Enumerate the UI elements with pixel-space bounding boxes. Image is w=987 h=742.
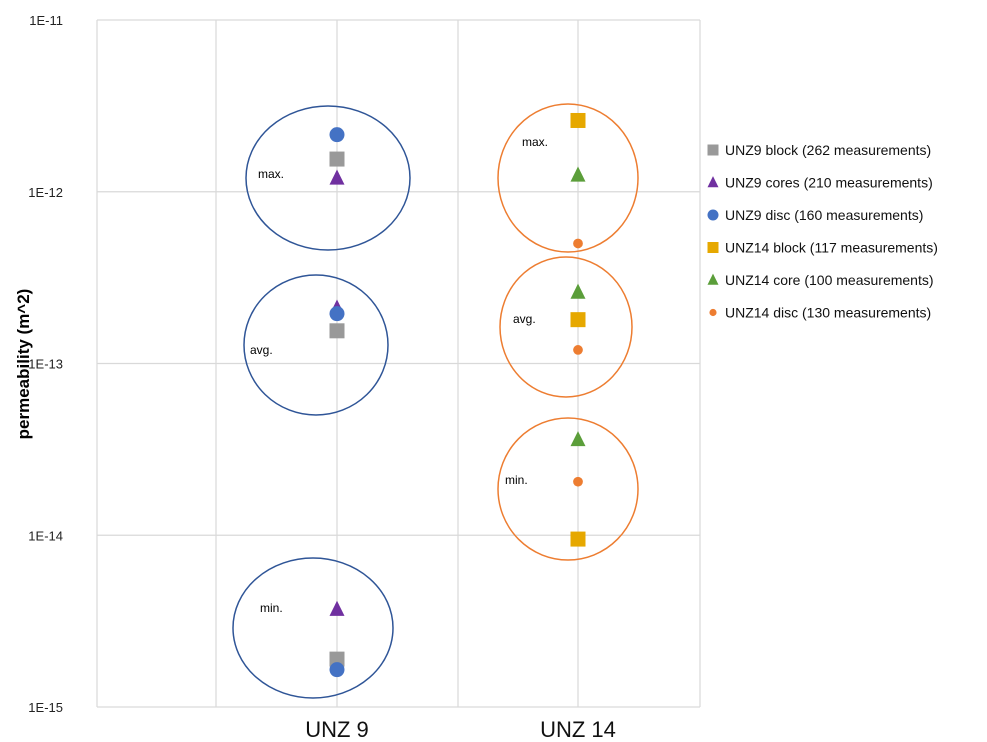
group-annotation: min.	[505, 473, 528, 487]
y-tick-label: 1E-12	[28, 185, 63, 200]
legend-label: UNZ9 cores (210 measurements)	[725, 175, 933, 191]
group-annotation: max.	[522, 135, 548, 149]
data-point	[329, 127, 345, 143]
group-annotation: avg.	[250, 343, 273, 357]
group-ellipse	[497, 103, 639, 253]
x-axis-categories: UNZ 9 UNZ 14	[305, 717, 616, 742]
data-point	[329, 662, 345, 678]
group-annotation: min.	[260, 601, 283, 615]
group-ellipse	[232, 557, 394, 699]
x-category-label: UNZ 9	[305, 717, 369, 742]
legend-marker	[707, 176, 719, 188]
data-point	[573, 476, 583, 487]
data-point	[570, 112, 586, 128]
group-annotation: avg.	[513, 312, 536, 326]
x-category-label: UNZ 14	[540, 717, 616, 742]
legend-label: UNZ14 disc (130 measurements)	[725, 305, 931, 321]
data-point	[570, 166, 586, 182]
gridlines	[96, 19, 701, 708]
legend-marker	[707, 242, 719, 253]
y-tick-label: 1E-11	[29, 13, 63, 28]
legend-marker	[707, 209, 719, 221]
legend-marker	[707, 144, 719, 156]
data-point	[570, 531, 586, 547]
group-ellipse	[243, 274, 389, 416]
data-point	[570, 283, 586, 299]
group-ellipse	[499, 256, 633, 398]
legend-marker	[709, 308, 717, 317]
data-point	[329, 306, 345, 322]
data-point	[329, 651, 345, 667]
data-point	[329, 323, 345, 339]
data-point	[329, 600, 345, 616]
group-ellipse	[245, 105, 411, 251]
legend: UNZ9 block (262 measurements) UNZ9 cores …	[707, 142, 938, 321]
data-points	[329, 112, 586, 678]
y-axis-label: permeability (m^2)	[14, 289, 33, 440]
group-ellipses: max. avg. min. max. avg. min.	[232, 103, 639, 699]
data-point	[573, 345, 583, 355]
y-tick-label: 1E-14	[28, 528, 63, 543]
legend-label: UNZ14 block (117 measurements)	[725, 240, 938, 256]
group-annotation: max.	[258, 167, 284, 181]
y-tick-label: 1E-15	[28, 700, 63, 715]
legend-label: UNZ9 disc (160 measurements)	[725, 207, 923, 223]
data-point	[573, 238, 583, 249]
legend-label: UNZ9 block (262 measurements)	[725, 142, 931, 158]
y-tick-label: 1E-13	[28, 357, 63, 372]
data-point	[329, 151, 345, 167]
data-point	[570, 431, 586, 447]
data-point	[570, 312, 586, 328]
legend-label: UNZ14 core (100 measurements)	[725, 272, 934, 288]
y-axis-ticks: 1E-11 1E-12 1E-13 1E-14 1E-15	[28, 13, 63, 715]
group-ellipse	[497, 417, 639, 561]
data-point	[329, 169, 345, 185]
legend-marker	[707, 273, 719, 285]
